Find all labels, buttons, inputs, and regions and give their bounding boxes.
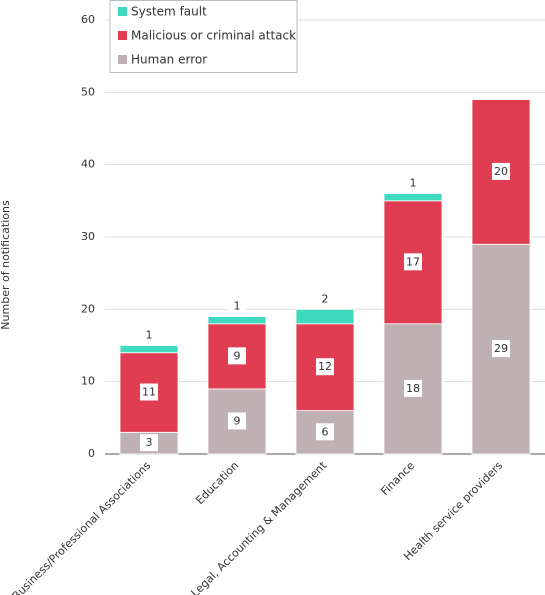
x-tick-label: Legal, Accounting & Management [189,459,330,595]
value-label-box [140,326,158,344]
x-tick-label: Business/Professional Associations [10,459,154,595]
y-tick-label: 0 [88,447,95,460]
value-label-box [228,412,246,430]
value-label: 29 [494,342,508,355]
legend-text: Human error [131,53,207,67]
value-label: 18 [406,382,420,395]
x-tick-label: Finance [378,459,417,498]
y-tick-label: 40 [81,158,95,171]
x-tick-label: Health service providers [401,459,505,563]
value-label: 11 [142,386,156,399]
bar-segment [207,316,267,325]
value-label-box [404,253,422,271]
value-label-box [316,423,334,441]
value-label-box [228,347,246,365]
value-label-box [404,174,422,192]
value-label: 1 [146,329,153,342]
value-label: 1 [234,300,241,313]
value-label: 6 [322,425,329,438]
value-label: 3 [146,436,153,449]
value-label-box [404,379,422,397]
value-label-box [316,358,334,376]
value-label-box [492,340,510,358]
value-label-box [228,297,246,315]
value-label-box [140,383,158,401]
value-label-box [492,162,510,180]
y-tick-label: 10 [81,375,95,388]
y-tick-label: 30 [81,230,95,243]
y-tick-label: 20 [81,302,95,315]
bar-segment [119,345,179,354]
value-label: 2 [322,292,329,305]
legend-swatch [118,31,127,40]
x-tick-label: Education [193,459,241,507]
value-label: 9 [234,414,241,427]
value-label: 20 [494,165,508,178]
bar-segment [383,193,443,202]
value-label-box [316,290,334,308]
y-tick-label: 60 [81,13,95,26]
value-label: 12 [318,360,332,373]
legend-text: System fault [131,5,207,19]
value-label: 17 [406,255,420,268]
legend-box [109,0,298,73]
legend-text: Malicious or criminal attack [131,29,296,43]
bar-segment [295,308,355,325]
value-label: 1 [410,177,417,190]
legend-swatch [118,7,127,16]
value-label-box [140,434,158,452]
legend-swatch [118,55,127,64]
y-axis-label: Number of notifications [0,200,12,330]
value-label: 9 [234,349,241,362]
y-tick-label: 50 [81,85,95,98]
